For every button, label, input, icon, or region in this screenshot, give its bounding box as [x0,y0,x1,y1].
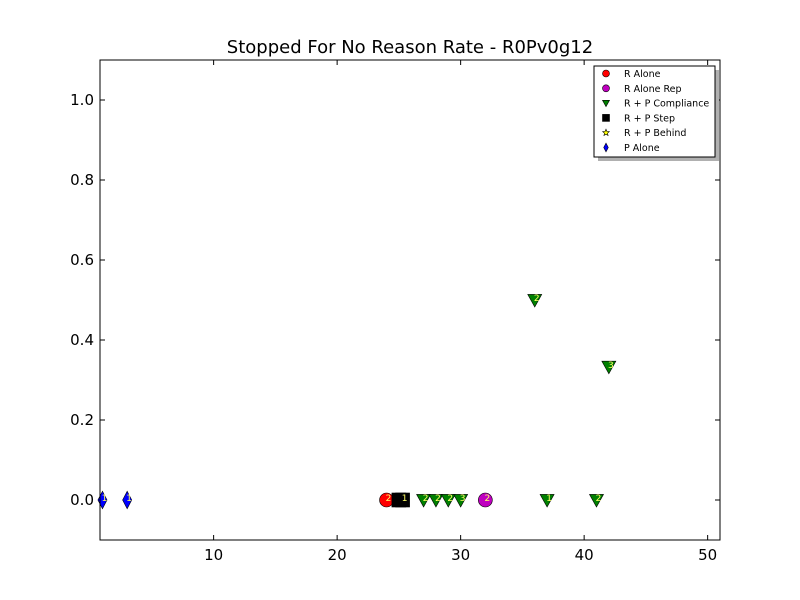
legend-marker [602,84,610,93]
y-tick-label: 0.8 [70,171,94,189]
legend-label: R + P Compliance [624,99,709,110]
data-point [453,494,469,508]
chart-title: Stopped For No Reason Rate - R0Pv0g12 [227,37,593,58]
x-tick-label: 40 [575,546,594,564]
x-tick-label: 50 [698,546,717,564]
legend-label: R Alone [624,69,661,80]
data-points: 22222321231111 [97,294,617,510]
point-label: 2 [596,494,602,504]
legend-label: P Alone [624,143,660,154]
data-point [440,494,456,508]
legend: R Alone R Alone Rep R + P Compliance R + P … [593,65,719,161]
y-tick-label: 0.2 [70,411,94,429]
data-point [478,492,493,508]
point-label: 1 [546,494,552,504]
data-point [395,492,410,508]
point-label: 2 [484,494,490,504]
data-point [527,294,543,308]
point-label: 2 [447,494,453,504]
point-label: 1 [402,494,408,504]
x-tick-label: 30 [451,546,470,564]
point-label: 2 [534,294,540,304]
legend-marker [601,100,611,108]
data-point [588,494,605,508]
x-tick-label: 20 [328,546,347,564]
legend-label: R Alone Rep [624,84,682,95]
legend-label: R + P Step [624,113,675,124]
data-point [122,490,133,510]
legend-marker [602,69,610,78]
y-tick-label: 0.0 [70,491,94,509]
y-tick-label: 1.0 [70,91,94,109]
point-label: 1 [102,494,108,504]
point-label: 1 [126,494,132,504]
point-label: 3 [460,494,466,504]
point-label: 2 [435,494,441,504]
x-tick-label: 10 [204,546,223,564]
plot-frame [99,59,721,541]
legend-label: R + P Behind [624,128,686,139]
y-tick-label: 0.6 [70,251,94,269]
point-label: 2 [386,494,392,504]
point-label: 2 [423,494,429,504]
legend-marker [601,128,611,137]
legend-marker [603,142,609,153]
y-tick-label: 0.4 [70,331,94,349]
data-point [416,494,432,508]
legend-marker [602,114,610,122]
axis-ticks: 10 20 30 40 50 0.0 0.2 0.4 0.6 0.8 1.0 [70,60,720,564]
data-point [601,360,617,375]
legend-box [593,65,716,158]
data-point [428,494,444,508]
data-point [539,494,555,508]
point-label: 3 [608,361,614,371]
